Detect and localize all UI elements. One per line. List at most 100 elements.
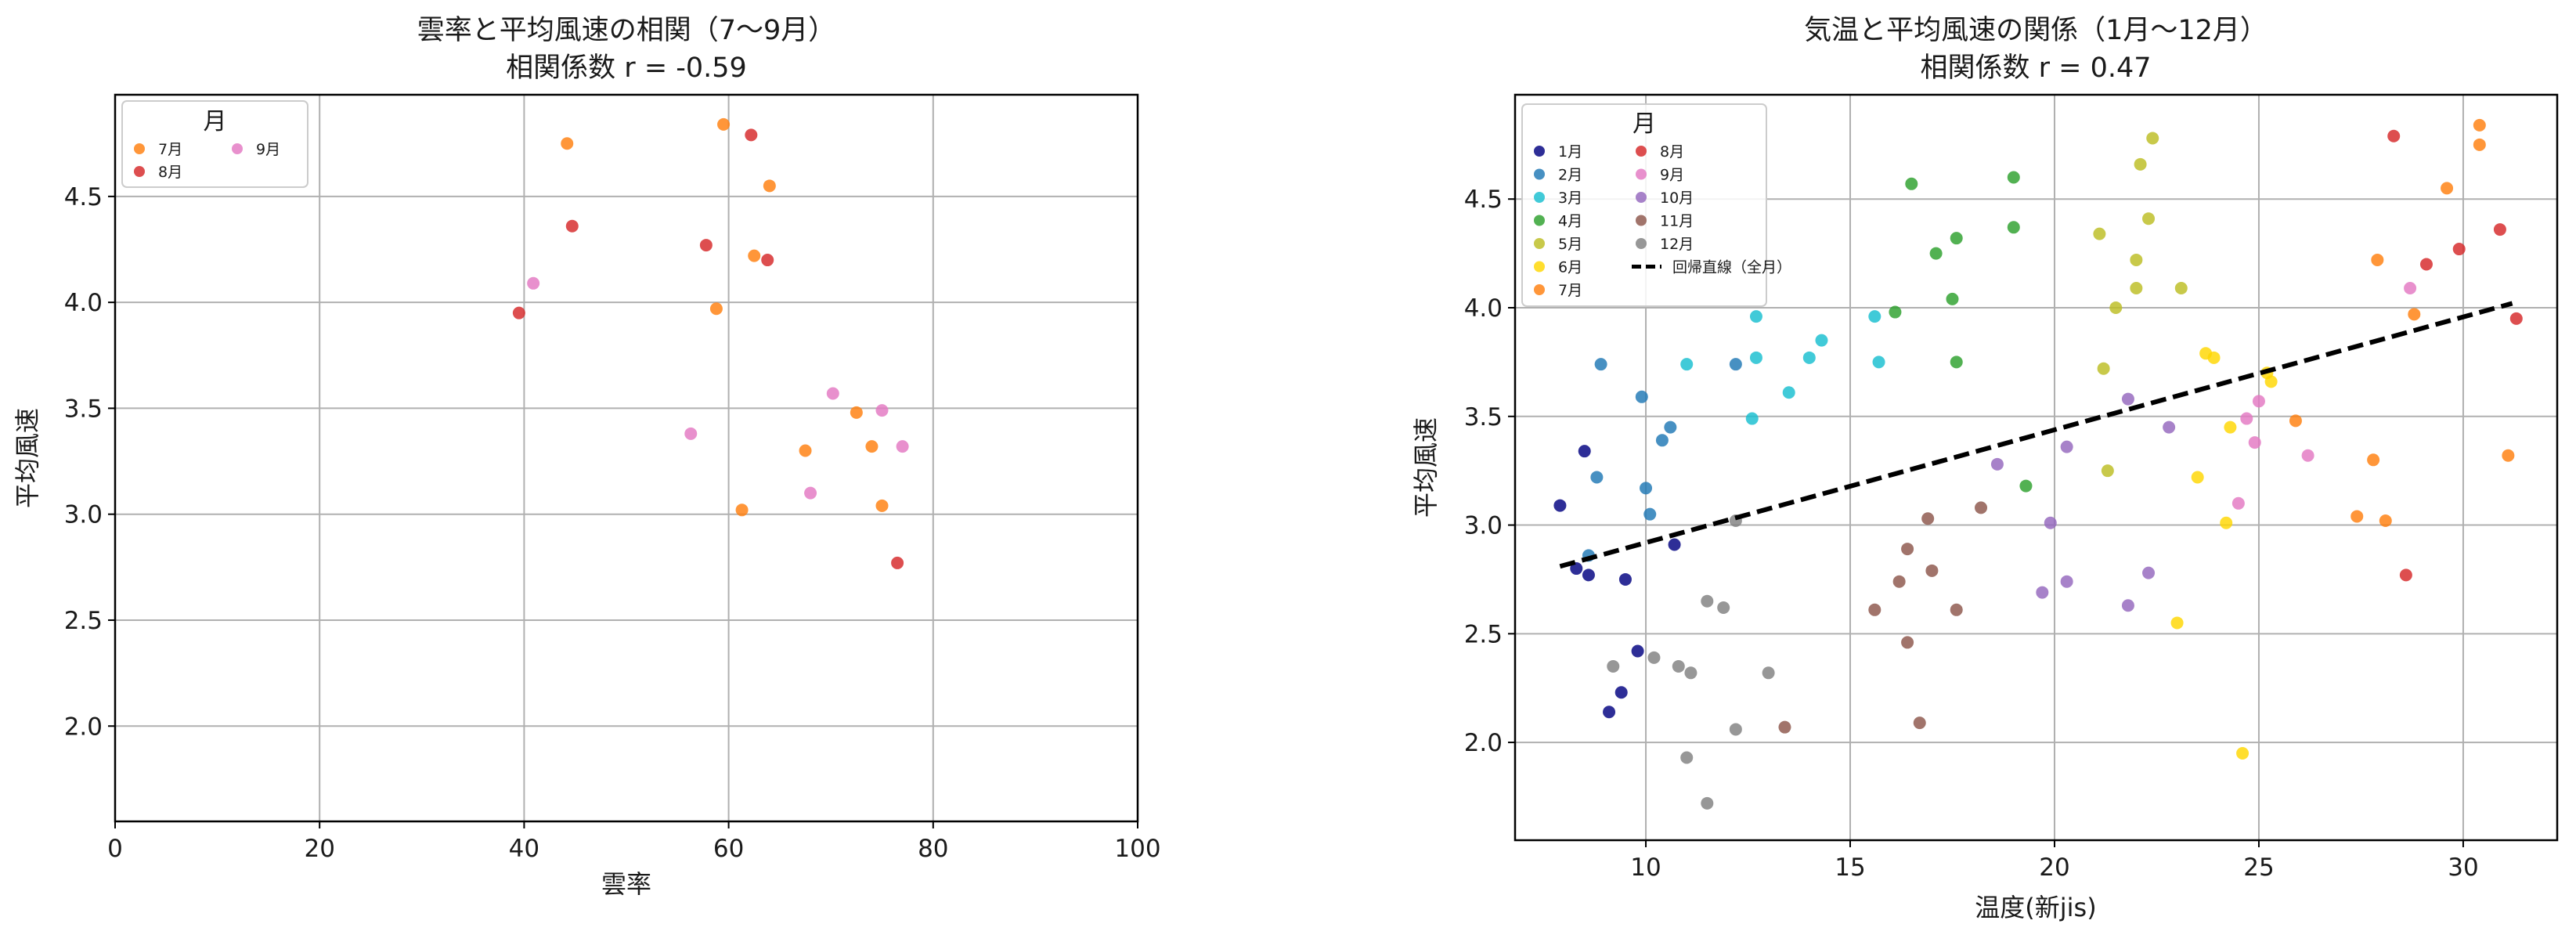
data-point — [1647, 651, 1661, 664]
data-point — [1921, 512, 1935, 525]
data-point — [2404, 282, 2417, 295]
data-point — [2473, 118, 2486, 132]
data-point — [684, 427, 698, 440]
data-point — [1975, 501, 1988, 514]
data-point — [2301, 449, 2314, 462]
data-point — [1990, 457, 2004, 471]
data-point — [2174, 282, 2188, 295]
data-point — [512, 306, 525, 319]
data-point — [717, 117, 731, 131]
data-point — [2036, 586, 2049, 599]
data-point — [1582, 568, 1595, 582]
y-tick-label: 3.5 — [64, 395, 103, 423]
legend-label: 4月 — [1558, 213, 1582, 230]
x-tick-label: 40 — [509, 835, 539, 863]
legend-box — [121, 100, 308, 188]
legend-marker — [1636, 215, 1647, 226]
legend-label: 9月 — [256, 141, 280, 158]
data-point — [2224, 420, 2237, 434]
data-point — [763, 179, 776, 193]
x-tick-label: 15 — [1835, 854, 1865, 882]
data-point — [1570, 562, 1583, 576]
data-point — [2502, 449, 2515, 462]
legend-title: 月 — [204, 108, 227, 135]
data-point — [2220, 516, 2233, 529]
data-point — [1950, 356, 1963, 369]
data-point — [527, 276, 540, 290]
legend-marker — [134, 166, 145, 177]
data-point — [1635, 390, 1648, 403]
data-point — [2493, 223, 2506, 236]
data-point — [2007, 171, 2020, 184]
y-tick-label: 4.0 — [64, 289, 103, 317]
data-point — [2163, 420, 2176, 434]
data-point — [1640, 482, 1653, 495]
x-tick-label: 100 — [1114, 835, 1160, 863]
data-point — [875, 404, 889, 417]
data-point — [2264, 375, 2278, 388]
data-point — [2191, 471, 2204, 484]
data-point — [1655, 434, 1669, 447]
x-tick-label: 60 — [713, 835, 744, 863]
legend-label: 2月 — [1558, 167, 1582, 184]
data-point — [2146, 132, 2159, 145]
y-axis-label: 平均風速 — [1411, 417, 1441, 518]
legend-marker — [134, 143, 145, 154]
data-point — [745, 128, 758, 142]
plot-frame — [114, 93, 1139, 823]
data-point — [1892, 575, 1906, 588]
y-tick-label: 2.0 — [64, 713, 103, 741]
chart-title: 気温と平均風速の関係（1月〜12月） — [1804, 15, 2268, 46]
data-point — [2473, 138, 2486, 151]
legend-label: 9月 — [1660, 167, 1684, 184]
legend-label: 回帰直線（全月） — [1672, 259, 1791, 276]
data-point — [735, 503, 749, 517]
data-point — [1950, 603, 1963, 616]
data-point — [2379, 514, 2392, 527]
data-point — [1631, 644, 1644, 658]
plot-frame — [1513, 93, 2559, 842]
data-point — [1946, 292, 1959, 305]
data-point — [2252, 395, 2265, 408]
data-point — [2408, 308, 2421, 321]
data-point — [748, 249, 761, 262]
legend-marker — [1636, 168, 1647, 180]
y-tick-label: 4.5 — [1464, 186, 1503, 214]
data-point — [1618, 572, 1632, 586]
data-point — [1929, 247, 1943, 260]
data-point — [1680, 358, 1694, 371]
data-point — [761, 254, 774, 267]
data-point — [1901, 636, 1914, 649]
x-tick-label: 10 — [1630, 854, 1661, 882]
data-point — [1717, 601, 1730, 615]
data-point — [2289, 414, 2302, 428]
legend-label: 11月 — [1660, 213, 1694, 230]
data-point — [2207, 351, 2221, 364]
data-point — [1913, 716, 1926, 730]
legend-marker — [1534, 168, 1545, 180]
legend-label: 7月 — [1558, 282, 1582, 299]
data-point — [2093, 227, 2106, 240]
x-axis-label: 温度(新jis) — [1975, 893, 2096, 922]
legend-box — [1521, 103, 1767, 307]
data-point — [1684, 666, 1697, 680]
data-point — [1815, 334, 1828, 347]
data-point — [2452, 243, 2466, 256]
data-point — [1950, 232, 1963, 245]
data-point — [2399, 568, 2412, 582]
data-point — [1664, 420, 1677, 434]
x-tick-label: 20 — [304, 835, 334, 863]
legend-label: 1月 — [1558, 143, 1582, 161]
data-point — [1868, 310, 1881, 323]
x-tick-label: 80 — [918, 835, 948, 863]
data-point — [1868, 603, 1881, 616]
data-point — [804, 486, 817, 500]
data-point — [1901, 543, 1914, 556]
data-point — [2019, 479, 2033, 493]
data-point — [1729, 358, 1742, 371]
chart-subtitle: 相関係数 r = -0.59 — [506, 52, 747, 84]
y-tick-label: 4.0 — [1464, 294, 1503, 323]
data-point — [2134, 157, 2147, 171]
